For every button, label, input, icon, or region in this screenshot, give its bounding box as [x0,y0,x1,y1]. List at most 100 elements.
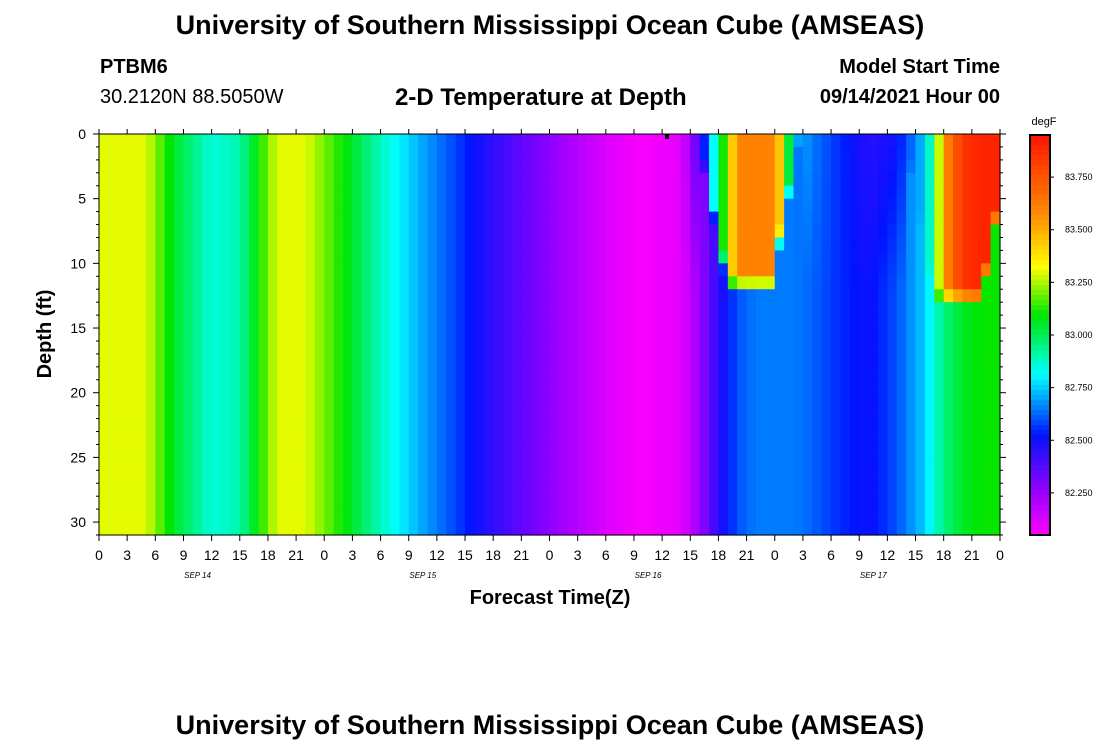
heatmap-cell [953,522,964,536]
heatmap-cell [352,302,363,316]
heatmap-cell [389,172,400,187]
heatmap-cell [465,392,476,407]
heatmap-cell [802,470,813,484]
heatmap-cell [587,470,598,484]
heatmap-cell [596,431,607,446]
heatmap-cell [605,509,616,523]
heatmap-cell [840,172,851,187]
heatmap-cell [868,366,879,381]
heatmap-cell [962,392,973,407]
heatmap-cell [643,146,654,161]
heatmap-cell [953,237,964,252]
heatmap-cell [145,392,156,407]
heatmap-cell [389,444,400,458]
heatmap-cell [812,522,823,536]
heatmap-cell [934,289,945,303]
heatmap-cell [155,431,166,446]
heatmap-cell [643,302,654,316]
heatmap-cell [521,185,532,200]
heatmap-cell [727,146,738,161]
heatmap-cell [652,146,663,161]
heatmap-cell [812,418,823,433]
heatmap-cell [821,276,832,290]
colorbar-segment [1030,195,1050,201]
heatmap-cell [868,276,879,290]
heatmap-cell [633,431,644,446]
heatmap-cell [962,250,973,264]
heatmap-cell [305,185,316,200]
heatmap-cell [568,457,579,471]
heatmap-cell [502,198,513,213]
heatmap-cell [465,172,476,187]
heatmap-cell [286,276,297,290]
heatmap-cell [709,134,720,148]
colorbar-segment [1030,515,1050,521]
heatmap-cell [784,366,795,381]
heatmap-cell [314,328,325,342]
heatmap-cell [361,237,372,252]
heatmap-cell [709,340,720,355]
heatmap-cell [286,522,297,536]
heatmap-cell [380,185,391,200]
heatmap-cell [230,185,241,200]
heatmap-cell [990,457,1001,471]
heatmap-cell [859,366,870,381]
heatmap-cell [615,211,626,226]
heatmap-cell [296,302,307,316]
heatmap-cell [530,379,541,394]
heatmap-cell [812,276,823,290]
heatmap-cell [784,431,795,446]
heatmap-cell [568,198,579,213]
heatmap-cell [249,328,260,342]
heatmap-cell [990,470,1001,484]
heatmap-cell [296,134,307,148]
heatmap-cell [136,289,147,303]
heatmap-cell [343,302,354,316]
heatmap-cell [230,302,241,316]
heatmap-cell [934,263,945,277]
heatmap-cell [568,496,579,510]
heatmap-cell [943,250,954,264]
heatmap-cell [145,353,156,368]
heatmap-cell [755,509,766,523]
heatmap-cell [164,418,175,433]
heatmap-cell [831,470,842,484]
heatmap-cell [258,159,269,174]
heatmap-cell [267,302,278,316]
heatmap-cell [549,444,560,458]
heatmap-cell [389,185,400,200]
heatmap-cell [352,198,363,213]
heatmap-cell [483,302,494,316]
heatmap-cell [953,405,964,420]
heatmap-cell [718,444,729,458]
heatmap-cell [915,185,926,200]
heatmap-cell [587,483,598,497]
heatmap-cell [831,134,842,148]
heatmap-cell [981,353,992,368]
heatmap-cell [831,146,842,161]
heatmap-cell [737,237,748,252]
heatmap-cell [521,405,532,420]
heatmap-cell [680,366,691,381]
heatmap-cell [746,431,757,446]
heatmap-cell [371,496,382,510]
heatmap-cell [934,250,945,264]
heatmap-cell [352,315,363,329]
heatmap-cell [765,250,776,264]
heatmap-cell [127,224,138,239]
heatmap-cell [399,185,410,200]
heatmap-cell [343,444,354,458]
heatmap-cell [680,237,691,252]
heatmap-cell [671,134,682,148]
heatmap-cell [962,340,973,355]
heatmap-cell [361,483,372,497]
heatmap-cell [352,250,363,264]
heatmap-cell [577,263,588,277]
heatmap-cell [709,185,720,200]
heatmap-cell [474,289,485,303]
heatmap-cell [953,340,964,355]
heatmap-cell [436,146,447,161]
x-tick-label: 15 [457,547,473,563]
heatmap-cell [427,431,438,446]
heatmap-cell [558,328,569,342]
